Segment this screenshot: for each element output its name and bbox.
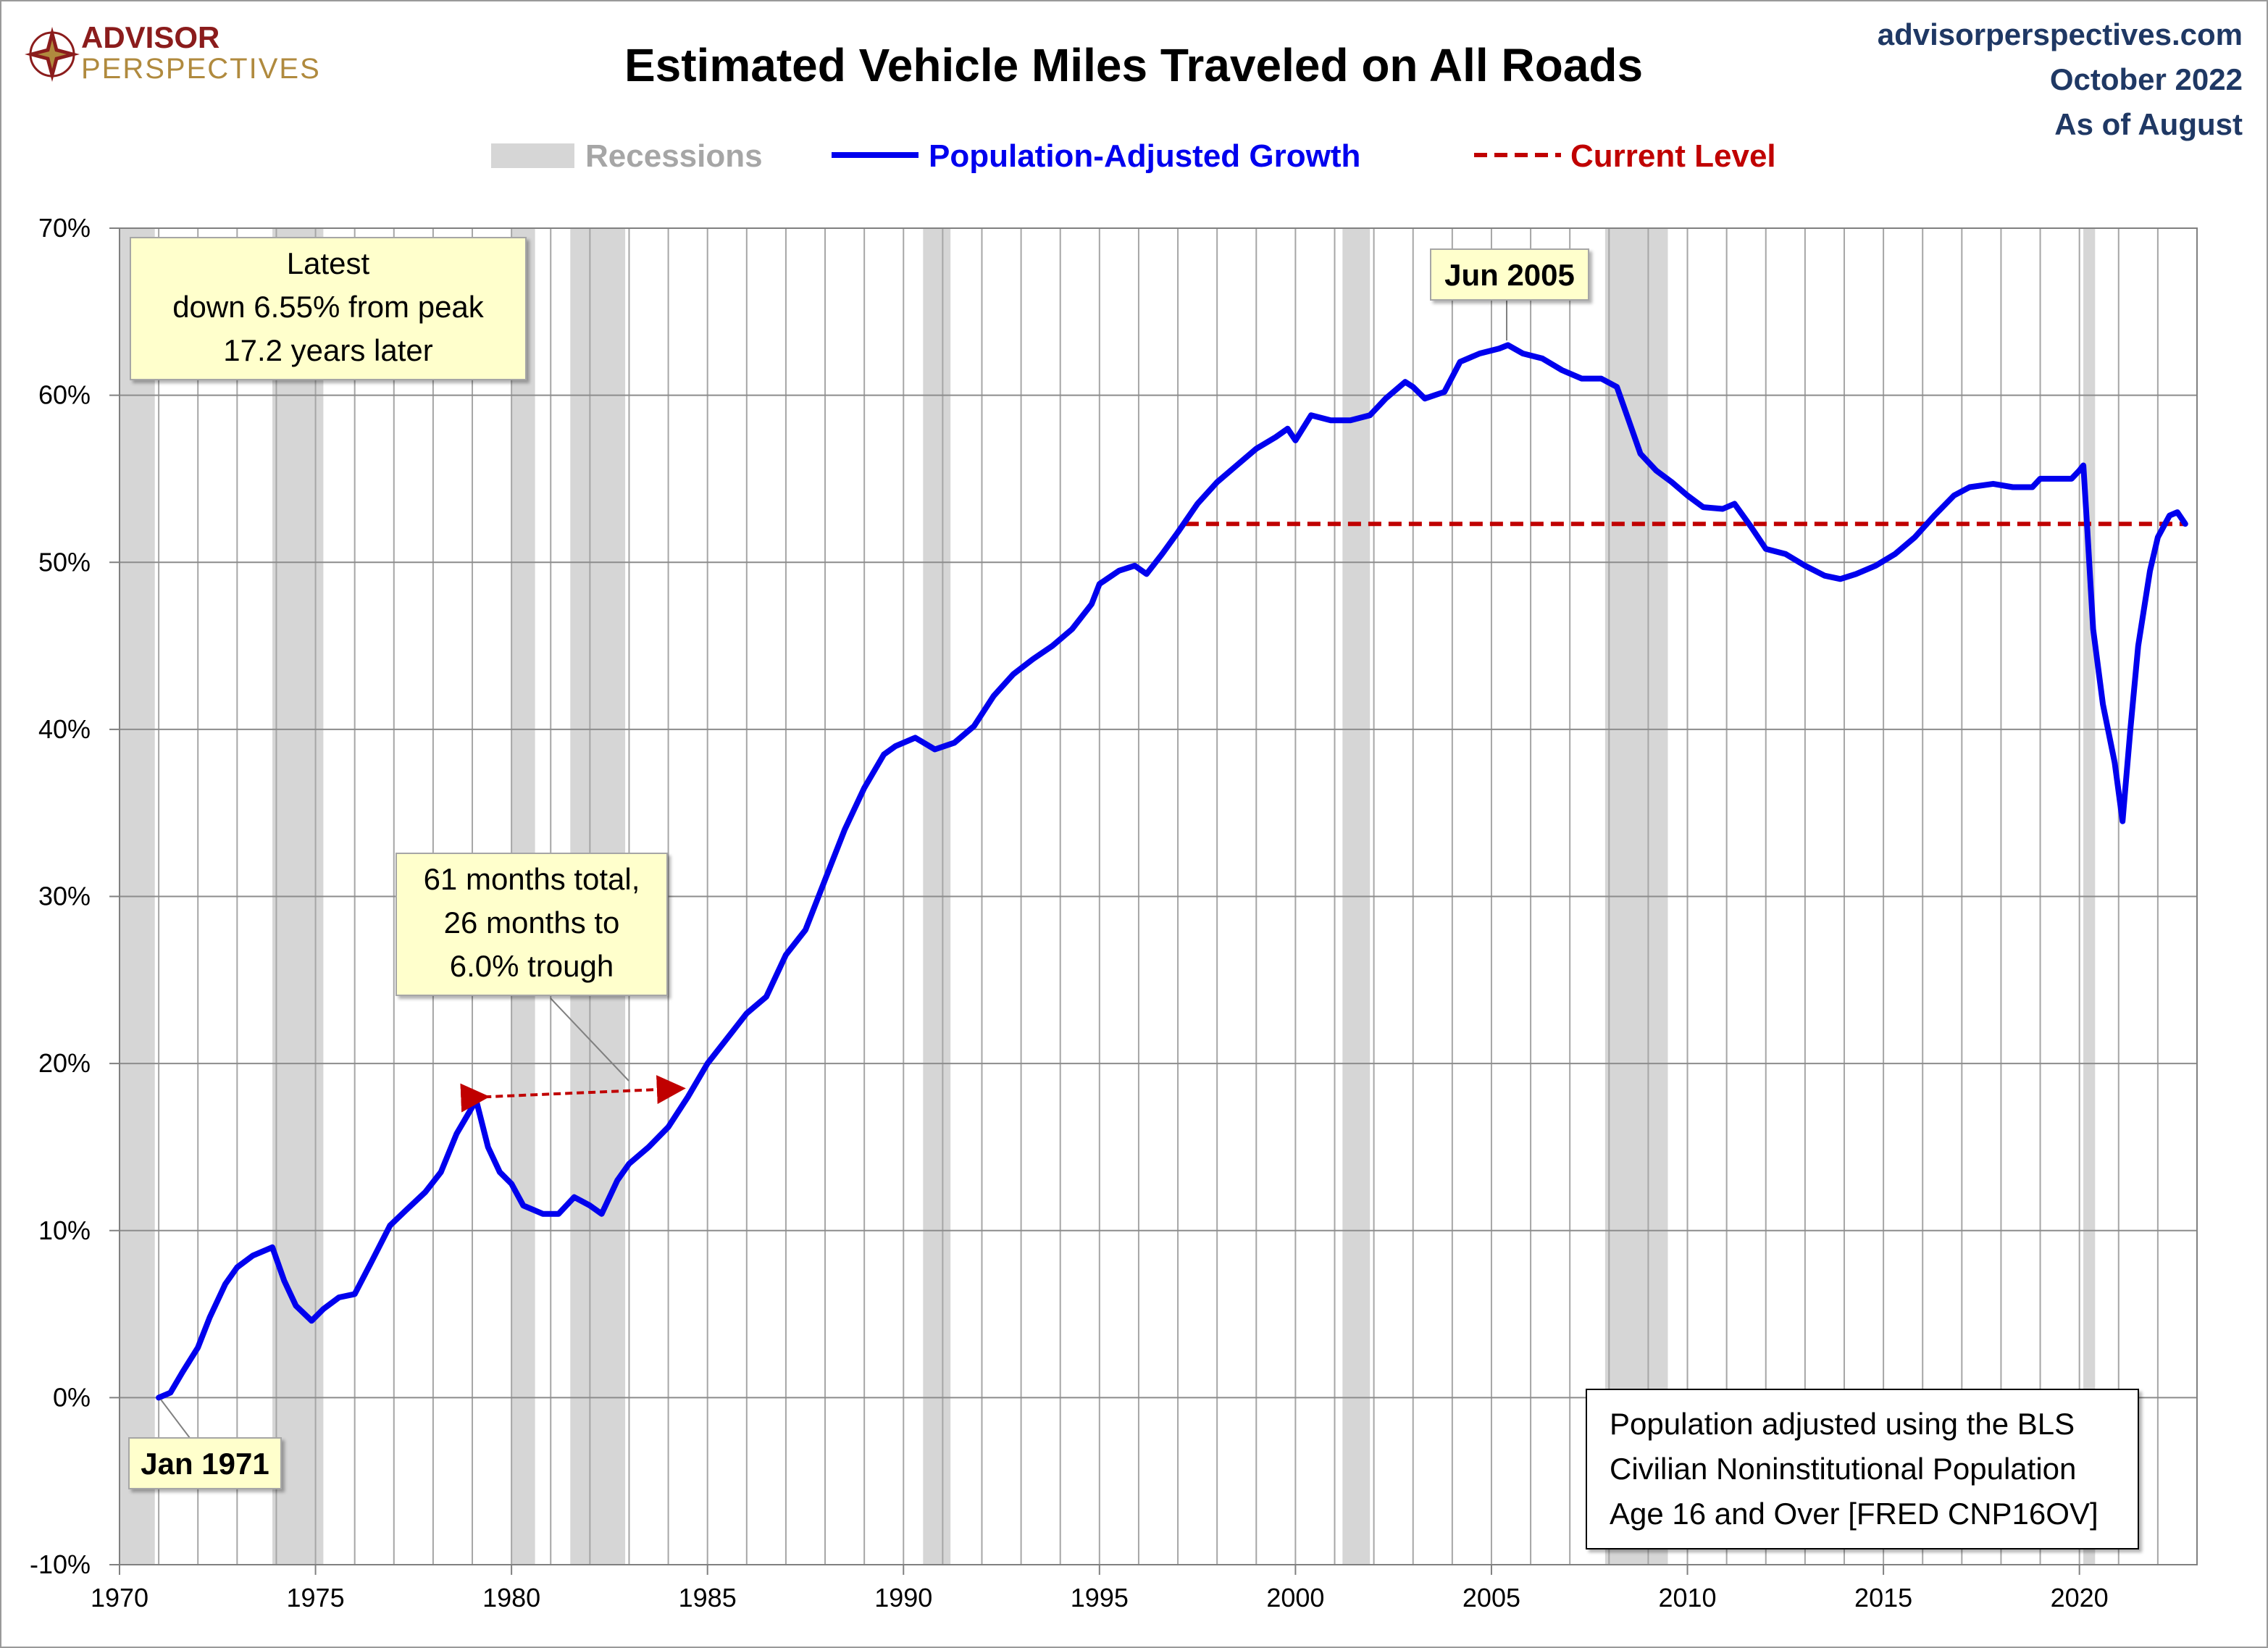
- x-axis-ticks: 1970 1975 1980 1985 1990 1995 2000 2005 2010 2015…: [91, 1565, 2109, 1613]
- legend-label-growth: Population-Adjusted Growth: [929, 138, 1360, 174]
- y-tick-label: -10%: [30, 1549, 91, 1579]
- publish-date: October 2022: [2050, 62, 2243, 96]
- footnote-box: Population adjusted using the BLS Civili…: [1586, 1389, 2139, 1549]
- legend-label-recessions: Recessions: [585, 138, 763, 174]
- chart-title: Estimated Vehicle Miles Traveled on All …: [624, 39, 1643, 91]
- footnote-line2: Civilian Noninstitutional Population: [1610, 1452, 2076, 1486]
- callout-peak-label: Jun 2005: [1444, 258, 1575, 292]
- callout-latest-line3: 17.2 years later: [223, 333, 433, 367]
- callout-latest: Latest down 6.55% from peak 17.2 years l…: [130, 237, 527, 380]
- x-tick-label: 1995: [1071, 1583, 1129, 1613]
- x-tick-label: 1990: [874, 1583, 932, 1613]
- callout-latest-line2: down 6.55% from peak: [172, 290, 485, 324]
- x-tick-label: 2015: [1854, 1583, 1912, 1613]
- x-tick-label: 2000: [1266, 1583, 1324, 1613]
- footnote-line1: Population adjusted using the BLS: [1610, 1407, 2075, 1441]
- x-tick-label: 2010: [1658, 1583, 1716, 1613]
- compass-rose-icon: [25, 27, 80, 82]
- callout-recession-line1: 61 months total,: [424, 862, 640, 896]
- callout-latest-line1: Latest: [287, 246, 370, 280]
- callout-peak: Jun 2005: [1430, 248, 1589, 340]
- trough-duration-arrow: [460, 1075, 686, 1113]
- series-points: [159, 345, 2185, 1398]
- y-tick-label: 20%: [38, 1048, 91, 1078]
- x-tick-label: 1985: [679, 1583, 737, 1613]
- x-tick-label: 1975: [287, 1583, 345, 1613]
- logo-line2: PERSPECTIVES: [81, 53, 321, 85]
- footnote-line3: Age 16 and Over [FRED CNP16OV]: [1610, 1497, 2098, 1531]
- legend: Recessions Population-Adjusted Growth Cu…: [491, 138, 1776, 174]
- logo-line1: ADVISOR: [81, 20, 219, 54]
- legend-label-current-level: Current Level: [1570, 138, 1776, 174]
- y-tick-label: 70%: [38, 213, 91, 243]
- y-tick-label: 40%: [38, 714, 91, 744]
- callout-recession-note: 61 months total, 26 months to 6.0% troug…: [396, 853, 668, 1082]
- x-tick-label: 1970: [91, 1583, 148, 1613]
- callout-start-label: Jan 1971: [141, 1447, 269, 1481]
- x-tick-label: 2020: [2051, 1583, 2109, 1613]
- source-site: advisorperspectives.com: [1878, 17, 2243, 51]
- callout-recession-line3: 6.0% trough: [450, 949, 614, 983]
- callout-recession-line2: 26 months to: [444, 905, 620, 940]
- advisor-perspectives-logo: ADVISOR PERSPECTIVES: [25, 20, 321, 85]
- x-tick-label: 1980: [482, 1583, 540, 1613]
- y-tick-label: 0%: [53, 1382, 91, 1412]
- y-axis-ticks: -10% 0% 10% 20% 30% 40% 50% 60% 70%: [30, 213, 120, 1579]
- x-tick-label: 2005: [1463, 1583, 1520, 1613]
- y-tick-label: 30%: [38, 882, 91, 911]
- callout-start: Jan 1971: [128, 1399, 282, 1489]
- y-tick-label: 50%: [38, 547, 91, 577]
- legend-swatch-recessions: [491, 143, 574, 168]
- y-tick-label: 10%: [38, 1216, 91, 1245]
- y-tick-label: 60%: [38, 380, 91, 410]
- data-as-of: As of August: [2054, 107, 2243, 141]
